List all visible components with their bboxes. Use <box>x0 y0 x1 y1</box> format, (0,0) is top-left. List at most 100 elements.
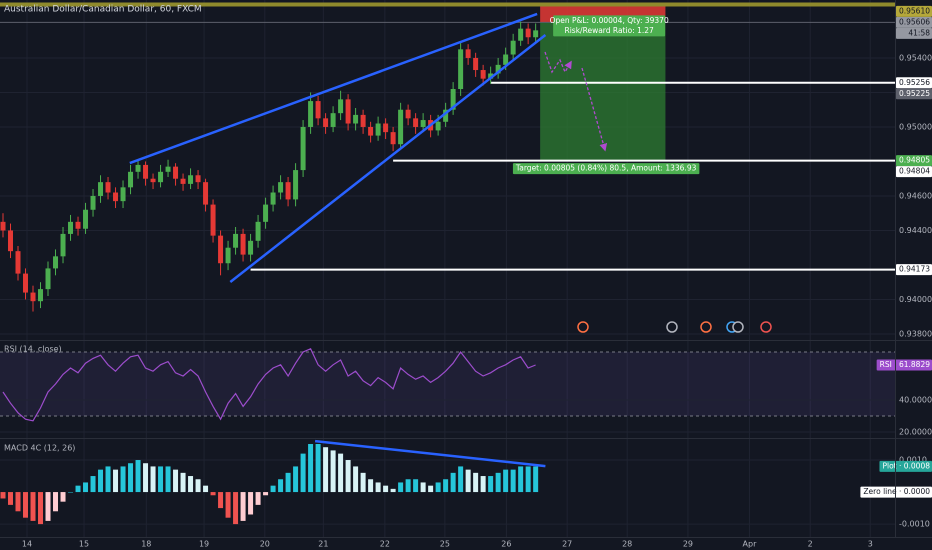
candle-body <box>75 221 81 229</box>
macd-bar <box>293 466 299 493</box>
candle-body <box>240 233 246 255</box>
macd-bar <box>8 492 14 505</box>
candle-body <box>203 182 209 205</box>
candle-body <box>488 73 494 79</box>
price-badge: 41:58 <box>896 27 932 39</box>
macd-bar <box>180 472 186 493</box>
price-badge-label: RSI · 61.8829 <box>880 360 931 369</box>
candle-body <box>405 109 411 119</box>
rsi-title: RSI (14, close) <box>4 345 62 354</box>
event-icon[interactable] <box>732 321 744 333</box>
macd-bar <box>210 492 216 496</box>
price-badge-box <box>896 27 932 39</box>
macd-bar <box>330 450 336 493</box>
rsi-tick-label: 20.0000 <box>899 428 932 437</box>
candle-body <box>503 54 509 65</box>
macd-bar <box>315 444 321 493</box>
macd-bar <box>90 476 96 493</box>
candle-body <box>308 101 314 127</box>
candle-body <box>345 99 351 124</box>
macd-bar <box>353 466 359 493</box>
macd-bar <box>75 485 81 493</box>
macd-bar <box>390 488 396 493</box>
candle-body <box>413 118 419 127</box>
macd-bar <box>413 479 419 493</box>
position-info: Risk/Reward Ratio: 1.27 <box>565 26 654 35</box>
event-icon[interactable] <box>700 321 712 333</box>
event-icon[interactable] <box>577 321 589 333</box>
candle-body <box>233 233 239 248</box>
candle-body <box>98 182 104 196</box>
price-badge-label: 0.95606 <box>899 17 930 26</box>
trendline <box>229 34 547 284</box>
y-tick-label: 0.94000 <box>899 295 932 304</box>
macd-bar <box>360 472 366 493</box>
candle-body <box>120 187 126 202</box>
price-badge-box <box>860 486 932 498</box>
candle-body <box>390 132 396 145</box>
x-tick-label: 15 <box>79 540 89 549</box>
macd-bar <box>503 469 509 493</box>
candle-body <box>495 64 501 74</box>
x-tick-label: 25 <box>440 540 450 549</box>
macd-bar <box>473 472 479 493</box>
price-badge: 0.94805 <box>895 155 932 167</box>
rsi-line <box>2 348 536 422</box>
x-tick-label: 21 <box>318 540 328 549</box>
event-icon[interactable] <box>760 321 772 333</box>
candle-body <box>330 113 336 127</box>
candle-body <box>188 175 194 184</box>
macd-bar <box>375 482 381 493</box>
candle-body <box>525 28 531 38</box>
macd-bar <box>120 466 126 493</box>
y-tick-label: 0.95400 <box>899 53 932 62</box>
macd-bar <box>0 492 6 499</box>
rsi-tick-label: 40.0000 <box>899 396 932 405</box>
macd-bar <box>450 472 456 493</box>
price-badge-box <box>895 16 932 28</box>
price-badge-label: Plot · 0.0008 <box>882 461 930 470</box>
candle-body <box>248 240 254 255</box>
price-badge-box <box>895 77 932 89</box>
macd-bar <box>308 444 314 493</box>
candle-body <box>23 273 29 293</box>
candle-body <box>135 164 141 172</box>
x-tick-label: Apr <box>743 540 758 549</box>
macd-trendline <box>314 439 546 468</box>
candle-body <box>518 28 524 41</box>
price-badge: Zero line · 0.0000 <box>860 486 932 498</box>
macd-tick-label: -0.0010 <box>899 520 930 529</box>
macd-bar <box>383 485 389 493</box>
macd-bar <box>15 492 21 512</box>
candle-body <box>255 221 261 241</box>
candle-body <box>128 171 134 188</box>
event-icon[interactable] <box>666 321 678 333</box>
candle-body <box>0 221 6 231</box>
candle-body <box>338 99 344 114</box>
candle-body <box>68 221 74 234</box>
candle-body <box>480 70 486 79</box>
macd-bar <box>38 492 44 525</box>
x-tick-label: 20 <box>260 540 270 549</box>
macd-bar <box>203 485 209 493</box>
macd-title: MACD 4C (12, 26) <box>4 444 75 453</box>
macd-bar <box>300 453 306 493</box>
candle-body <box>375 123 381 136</box>
macd-bar <box>458 466 464 493</box>
macd-bar <box>233 492 239 525</box>
price-badge-box <box>895 88 932 100</box>
candle-body <box>218 235 224 264</box>
macd-bar <box>53 492 59 512</box>
x-tick-label: 29 <box>683 540 693 549</box>
macd-bar <box>285 472 291 493</box>
price-badge-label: 0.94804 <box>899 167 930 176</box>
macd-bar <box>398 482 404 493</box>
price-badge-box <box>895 264 932 276</box>
macd-bar <box>270 485 276 493</box>
candle-body <box>383 123 389 133</box>
macd-tick-label: 0.0010 <box>899 456 927 465</box>
price-badge-label: 41:58 <box>908 28 930 37</box>
x-tick-label: 3 <box>868 540 873 549</box>
candle-body <box>15 251 21 274</box>
y-tick-label: 0.94600 <box>899 191 932 200</box>
